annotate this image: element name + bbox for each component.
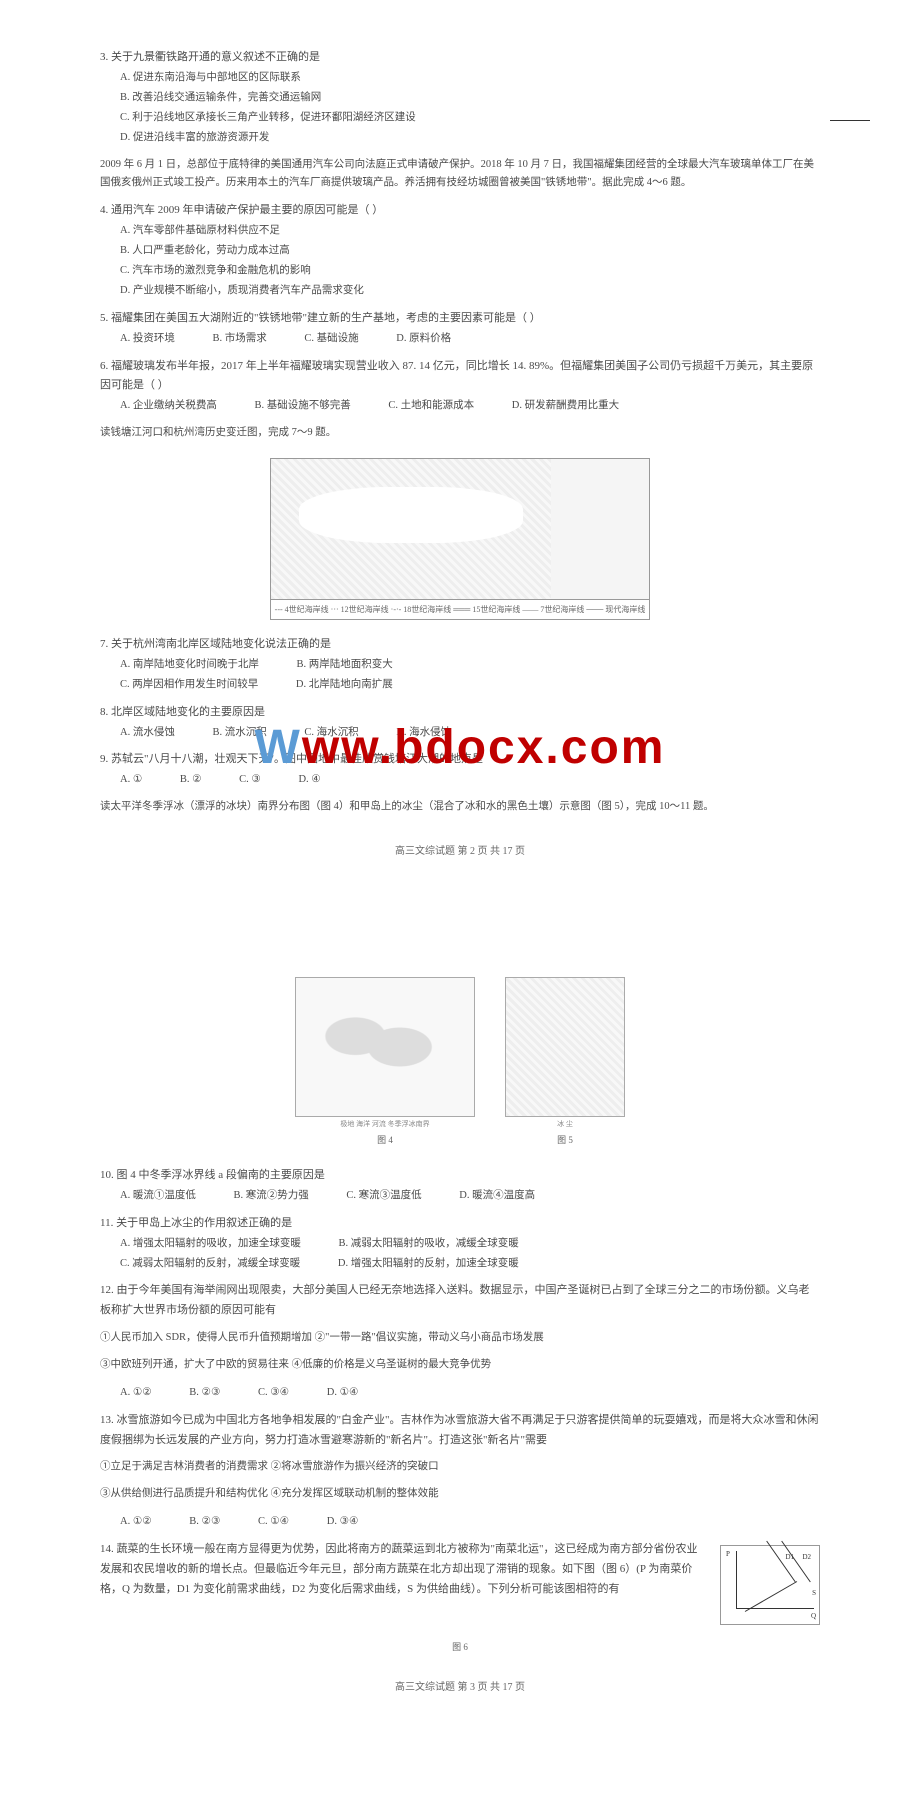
- q13-opt-d: D. ③④: [327, 1512, 359, 1532]
- q10-opt-c: C. 寒流③温度低: [346, 1186, 421, 1206]
- q11-opt-b: B. 减弱太阳辐射的吸收，减缓全球变暖: [338, 1234, 518, 1254]
- figure-4: 极地 海洋 河流 冬季浮冰南界 图 4: [295, 977, 475, 1146]
- q13-line2: ③从供给侧进行品质提升和结构优化 ④充分发挥区域联动机制的整体效能: [100, 1485, 820, 1504]
- q5-opt-a: A. 投资环境: [120, 329, 175, 349]
- question-5: 5. 福耀集团在美国五大湖附近的"铁锈地带"建立新的生产基地，考虑的主要因素可能…: [100, 309, 820, 349]
- q6-stem: 6. 福耀玻璃发布半年报，2017 年上半年福耀玻璃实现营业收入 87. 14 …: [100, 360, 813, 392]
- world-map-image: [295, 977, 475, 1117]
- fig4-axis: 极地 海洋 河流 冬季浮冰南界: [295, 1119, 475, 1129]
- peninsula-map-image: [505, 977, 625, 1117]
- fig5-axis: 冰 尘: [505, 1119, 625, 1129]
- q3-opt-d: D. 促进沿线丰富的旅游资源开发: [120, 128, 820, 148]
- q7-opt-a: A. 南岸陆地变化时间晚于北岸: [120, 655, 259, 675]
- q11-opt-c: C. 减弱太阳辐射的反射，减缓全球变暖: [120, 1254, 300, 1274]
- q4-opt-a: A. 汽车零部件基础原材料供应不足: [120, 221, 820, 241]
- chart-label-p: P: [726, 1548, 730, 1561]
- q3-opt-c: C. 利于沿线地区承接长三角产业转移，促进环鄱阳湖经济区建设: [120, 108, 820, 128]
- q8-opt-b: B. 流水沉积: [212, 723, 266, 743]
- q10-stem: 10. 图 4 中冬季浮冰界线 a 段偏南的主要原因是: [100, 1169, 325, 1181]
- q12-line1: ①人民币加入 SDR，使得人民币升值预期增加 ②"一带一路"倡议实施，带动义乌小…: [100, 1329, 820, 1348]
- q9-opt-b: B. ②: [180, 770, 202, 790]
- q4-opt-d: D. 产业规模不断缩小，质现消费者汽车产品需求变化: [120, 281, 820, 301]
- q8-opt-d: D. 海水侵蚀: [396, 723, 451, 743]
- question-11: 11. 关于甲岛上冰尘的作用叙述正确的是 A. 增强太阳辐射的吸收，加速全球变暖…: [100, 1214, 820, 1274]
- q14-stem: 14. 蔬菜的生长环境一般在南方显得更为优势，因此将南方的蔬菜运到北方被称为"南…: [100, 1543, 697, 1595]
- q6-opt-b: B. 基础设施不够完善: [254, 396, 350, 416]
- q6-opt-c: C. 土地和能源成本: [388, 396, 474, 416]
- fig4-caption: 图 4: [295, 1133, 475, 1146]
- q12-opt-c: C. ③④: [258, 1383, 289, 1403]
- q12-line2: ③中欧班列开通，扩大了中欧的贸易往来 ④低廉的价格是义乌圣诞树的最大竞争优势: [100, 1356, 820, 1375]
- question-4: 4. 通用汽车 2009 年申请破产保护最主要的原因可能是（ ） A. 汽车零部…: [100, 201, 820, 301]
- passage-q10-11: 读太平洋冬季浮冰（漂浮的冰块）南界分布图（图 4）和甲岛上的冰尘（混合了冰和水的…: [100, 798, 820, 817]
- q11-opt-a: A. 增强太阳辐射的吸收，加速全球变暖: [120, 1234, 301, 1254]
- q7-opt-c: C. 两岸因相作用发生时间较早: [120, 675, 258, 695]
- q6-opt-d: D. 研发薪酬费用比重大: [512, 396, 619, 416]
- map-legend: --- 4世纪海岸线 ··· 12世纪海岸线 ·-·- 18世纪海岸线 ═══ …: [271, 599, 650, 619]
- question-14: P D1 D2 S Q 14. 蔬菜的生长环境一般在南方显得更为优势，因此将南方…: [100, 1540, 820, 1630]
- figure-group-4-5: 极地 海洋 河流 冬季浮冰南界 图 4 冰 尘 图 5: [100, 977, 820, 1146]
- q5-opt-b: B. 市场需求: [212, 329, 266, 349]
- figure-hangzhou-bay: --- 4世纪海岸线 ··· 12世纪海岸线 ·-·- 18世纪海岸线 ═══ …: [100, 458, 820, 620]
- map-image: [271, 459, 551, 599]
- question-7: 7. 关于杭州湾南北岸区域陆地变化说法正确的是 A. 南岸陆地变化时间晚于北岸 …: [100, 635, 820, 695]
- q13-opt-b: B. ②③: [189, 1512, 220, 1532]
- fig5-caption: 图 5: [505, 1133, 625, 1146]
- page-footer-3: 高三文综试题 第 3 页 共 17 页: [100, 1678, 820, 1693]
- figure-5: 冰 尘 图 5: [505, 977, 625, 1146]
- q9-opt-a: A. ①: [120, 770, 142, 790]
- q12-opt-a: A. ①②: [120, 1383, 152, 1403]
- q10-opt-a: A. 暖流①温度低: [120, 1186, 196, 1206]
- q3-opt-a: A. 促进东南沿海与中部地区的区际联系: [120, 68, 820, 88]
- q5-opt-c: C. 基础设施: [304, 329, 358, 349]
- question-12: 12. 由于今年美国有海举闹网出现限卖，大部分美国人已经无奈地选择入送料。数据显…: [100, 1281, 820, 1402]
- passage-q7-9: 读钱塘江河口和杭州湾历史变迁图，完成 7～9 题。: [100, 424, 820, 443]
- q9-opt-d: D. ④: [298, 770, 320, 790]
- page-footer-2: 高三文综试题 第 2 页 共 17 页: [100, 842, 820, 857]
- q8-opt-a: A. 流水侵蚀: [120, 723, 175, 743]
- q6-opt-a: A. 企业缴纳关税费高: [120, 396, 217, 416]
- q3-stem: 3. 关于九景衢铁路开通的意义叙述不正确的是: [100, 51, 320, 63]
- question-10: 10. 图 4 中冬季浮冰界线 a 段偏南的主要原因是 A. 暖流①温度低 B.…: [100, 1166, 820, 1206]
- question-13: 13. 冰雪旅游如今已成为中国北方各地争相发展的"白金产业"。吉林作为冰雪旅游大…: [100, 1411, 820, 1532]
- q3-opt-b: B. 改善沿线交通运输条件，完善交通运输网: [120, 88, 820, 108]
- q8-stem: 8. 北岸区域陆地变化的主要原因是: [100, 706, 265, 718]
- q13-opt-c: C. ①④: [258, 1512, 289, 1532]
- chart-label-q: Q: [811, 1610, 816, 1623]
- figure-6-chart: P D1 D2 S Q: [720, 1545, 820, 1625]
- q12-stem: 12. 由于今年美国有海举闹网出现限卖，大部分美国人已经无奈地选择入送料。数据显…: [100, 1284, 810, 1316]
- q4-opt-b: B. 人口严重老龄化，劳动力成本过高: [120, 241, 820, 261]
- q8-opt-c: C. 海水沉积: [304, 723, 358, 743]
- question-3: 3. 关于九景衢铁路开通的意义叙述不正确的是 A. 促进东南沿海与中部地区的区际…: [100, 48, 820, 148]
- q10-opt-b: B. 寒流②势力强: [233, 1186, 308, 1206]
- q4-stem: 4. 通用汽车 2009 年申请破产保护最主要的原因可能是（ ）: [100, 204, 383, 216]
- exam-page-3: 极地 海洋 河流 冬季浮冰南界 图 4 冰 尘 图 5 10. 图 4 中冬季浮…: [60, 937, 860, 1713]
- chart-label-s: S: [812, 1587, 816, 1600]
- q13-stem: 13. 冰雪旅游如今已成为中国北方各地争相发展的"白金产业"。吉林作为冰雪旅游大…: [100, 1414, 818, 1446]
- exam-page-2: 3. 关于九景衢铁路开通的意义叙述不正确的是 A. 促进东南沿海与中部地区的区际…: [60, 20, 860, 877]
- q7-opt-d: D. 北岸陆地向南扩展: [296, 675, 393, 695]
- q13-line1: ①立足于满足吉林消费者的消费需求 ②将冰雪旅游作为振兴经济的突破口: [100, 1458, 820, 1477]
- question-9: 9. 苏轼云"八月十八潮，壮观天下无"。图中因地中最佳欣赏钱塘江大潮的地点是 A…: [100, 750, 820, 790]
- passage-q4-6: 2009 年 6 月 1 日，总部位于底特律的美国通用汽车公司向法庭正式申请破产…: [100, 156, 820, 194]
- q9-opt-c: C. ③: [239, 770, 261, 790]
- q5-opt-d: D. 原料价格: [396, 329, 451, 349]
- question-8: 8. 北岸区域陆地变化的主要原因是 A. 流水侵蚀 B. 流水沉积 C. 海水沉…: [100, 703, 820, 743]
- q11-opt-d: D. 增强太阳辐射的反射，加速全球变暖: [338, 1254, 519, 1274]
- q12-opt-b: B. ②③: [189, 1383, 220, 1403]
- q12-opt-d: D. ①④: [327, 1383, 359, 1403]
- question-6: 6. 福耀玻璃发布半年报，2017 年上半年福耀玻璃实现营业收入 87. 14 …: [100, 357, 820, 417]
- q7-stem: 7. 关于杭州湾南北岸区域陆地变化说法正确的是: [100, 638, 331, 650]
- q7-opt-b: B. 两岸陆地面积变大: [296, 655, 392, 675]
- q10-opt-d: D. 暖流④温度高: [459, 1186, 535, 1206]
- q4-opt-c: C. 汽车市场的激烈竞争和金融危机的影响: [120, 261, 820, 281]
- q11-stem: 11. 关于甲岛上冰尘的作用叙述正确的是: [100, 1217, 292, 1229]
- fig6-caption: 图 6: [100, 1640, 820, 1653]
- chart-label-d2: D2: [802, 1551, 811, 1564]
- q5-stem: 5. 福耀集团在美国五大湖附近的"铁锈地带"建立新的生产基地，考虑的主要因素可能…: [100, 312, 541, 324]
- q13-opt-a: A. ①②: [120, 1512, 152, 1532]
- q9-stem: 9. 苏轼云"八月十八潮，壮观天下无"。图中因地中最佳欣赏钱塘江大潮的地点是: [100, 753, 483, 765]
